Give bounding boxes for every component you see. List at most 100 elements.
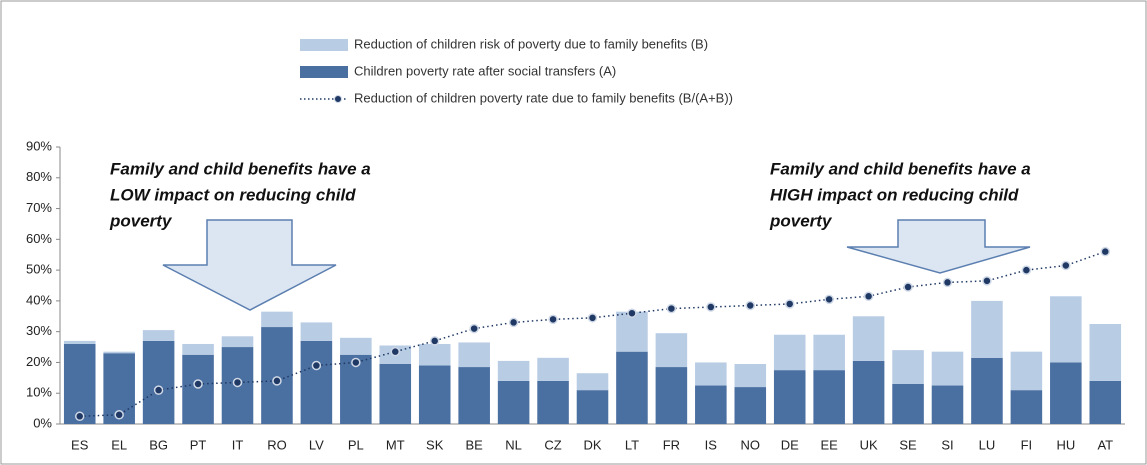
bar — [182, 354, 214, 424]
line-marker — [153, 385, 164, 395]
line-marker — [74, 411, 85, 422]
bar — [63, 343, 96, 424]
x-tick-label: SE — [899, 437, 917, 452]
line-marker — [982, 276, 992, 286]
line-marker — [272, 376, 282, 386]
line-marker — [903, 282, 913, 292]
bar — [340, 337, 372, 355]
bar — [261, 311, 293, 328]
x-tick-label: LT — [625, 437, 639, 452]
bar — [813, 370, 845, 424]
y-tick-label: 90% — [26, 138, 52, 153]
y-tick-label: 20% — [26, 354, 52, 369]
line-marker — [508, 317, 519, 328]
bar — [576, 373, 609, 391]
x-tick-label: LV — [309, 437, 324, 452]
line-marker — [1021, 265, 1032, 275]
y-tick-label: 50% — [26, 262, 52, 277]
line-marker — [193, 379, 203, 389]
bar — [695, 385, 727, 424]
x-tick-label: HU — [1056, 437, 1075, 452]
bar — [1010, 390, 1043, 424]
line-marker — [706, 302, 716, 312]
x-tick-label: MT — [386, 437, 405, 452]
x-tick-label: IT — [232, 437, 244, 452]
bar — [655, 333, 688, 368]
line-marker — [232, 377, 243, 388]
x-tick-label: DE — [781, 437, 799, 452]
bar — [773, 370, 806, 424]
bar — [182, 343, 214, 355]
bar — [931, 385, 964, 424]
x-tick-label: ES — [71, 437, 89, 452]
line-marker — [548, 314, 558, 325]
bar — [221, 336, 254, 348]
bar — [971, 300, 1003, 358]
x-tick-label: PL — [348, 437, 364, 452]
line-marker — [390, 346, 401, 357]
x-tick-label: SI — [941, 437, 953, 452]
legend-label: Reduction of children poverty rate due t… — [354, 90, 733, 105]
bar — [300, 322, 333, 341]
bar — [458, 342, 490, 368]
bar — [1010, 351, 1043, 391]
bar — [537, 357, 569, 381]
x-tick-label: IS — [705, 437, 718, 452]
bar — [418, 343, 451, 366]
x-tick-label: DK — [583, 437, 601, 452]
bar — [931, 351, 964, 386]
annotation: HIGH impact on reducing child — [770, 185, 1019, 204]
x-tick-label: BE — [465, 437, 483, 452]
bar — [142, 340, 175, 424]
bar — [261, 327, 293, 424]
bar — [892, 350, 924, 384]
y-tick-label: 80% — [26, 169, 52, 184]
y-tick-label: 70% — [26, 200, 52, 215]
bar — [497, 380, 530, 424]
line-marker — [429, 336, 440, 346]
line-marker — [784, 299, 795, 309]
y-tick-label: 0% — [33, 415, 52, 430]
bar — [418, 365, 451, 424]
x-tick-label: RO — [267, 437, 287, 452]
bar — [655, 367, 688, 424]
down-arrow — [162, 219, 337, 311]
bar — [1050, 362, 1082, 424]
line-marker — [627, 308, 637, 318]
bar — [300, 340, 333, 424]
bar — [1089, 380, 1122, 424]
x-tick-label: AT — [1097, 437, 1113, 452]
annotation: Family and child benefits have a — [110, 159, 371, 178]
bar — [971, 357, 1003, 424]
x-tick-label: EL — [111, 437, 127, 452]
x-tick-label: PT — [190, 437, 207, 452]
x-tick-label: SK — [426, 437, 444, 452]
line-marker — [1100, 246, 1111, 257]
bar — [616, 351, 648, 424]
annotation: LOW impact on reducing child — [110, 185, 356, 204]
y-tick-label: 40% — [26, 292, 52, 307]
bar — [734, 387, 767, 424]
bar — [852, 360, 885, 424]
bar — [537, 380, 569, 424]
bar — [142, 330, 175, 341]
bar — [576, 390, 609, 424]
legend-swatch — [334, 95, 342, 103]
legend-swatch — [300, 39, 348, 51]
x-tick-label: CZ — [544, 437, 561, 452]
line-marker — [351, 357, 361, 368]
bar — [1050, 296, 1082, 363]
x-tick-label: FR — [663, 437, 680, 452]
line-marker — [114, 410, 124, 420]
line-marker — [863, 291, 874, 302]
bar — [892, 383, 924, 424]
annotation: poverty — [769, 211, 833, 230]
legend-label: Children poverty rate after social trans… — [354, 63, 616, 78]
bar — [734, 363, 767, 388]
line-marker — [587, 313, 598, 323]
bar — [695, 362, 727, 386]
bar — [1089, 323, 1122, 381]
bar — [458, 367, 490, 424]
line-marker — [942, 277, 953, 288]
